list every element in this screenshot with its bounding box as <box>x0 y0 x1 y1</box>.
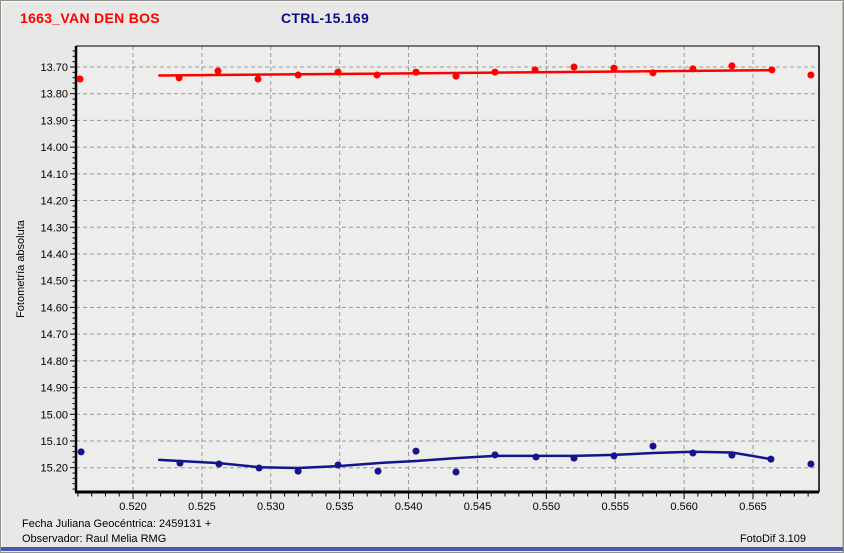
svg-text:15.20: 15.20 <box>40 463 68 475</box>
svg-text:14.50: 14.50 <box>40 276 68 288</box>
svg-text:0.545: 0.545 <box>464 501 492 513</box>
object-title: 1663_VAN DEN BOS <box>20 10 160 26</box>
axes-frame <box>74 45 820 494</box>
svg-text:13.80: 13.80 <box>40 89 68 101</box>
svg-text:0.535: 0.535 <box>326 501 354 513</box>
control-star-title: CTRL-15.169 <box>281 10 370 26</box>
svg-text:13.70: 13.70 <box>40 62 68 74</box>
svg-text:0.555: 0.555 <box>601 501 629 513</box>
svg-text:14.60: 14.60 <box>40 302 68 314</box>
svg-text:0.525: 0.525 <box>188 501 216 513</box>
observer-label: Observador: Raul Melia RMG <box>22 533 167 545</box>
svg-text:14.00: 14.00 <box>40 142 68 154</box>
svg-text:0.520: 0.520 <box>119 501 147 513</box>
svg-text:0.560: 0.560 <box>670 501 698 513</box>
svg-text:0.550: 0.550 <box>533 501 561 513</box>
bottom-accent-bar <box>1 547 843 551</box>
svg-text:14.40: 14.40 <box>40 249 68 261</box>
svg-text:14.90: 14.90 <box>40 383 68 395</box>
app-version-label: FotoDif 3.109 <box>739 533 806 545</box>
x-axis: 0.520 0.525 0.530 0.535 0.540 0.545 0.550 0.555… <box>77 493 809 513</box>
svg-text:14.80: 14.80 <box>40 356 68 368</box>
series-target-1663-van-den-bos <box>76 62 815 83</box>
svg-text:0.530: 0.530 <box>257 501 285 513</box>
svg-text:14.10: 14.10 <box>40 169 68 181</box>
y-axis: 13.70 13.80 13.90 14.00 14.10 14.20 14.30 14.40… <box>40 50 75 490</box>
svg-text:0.540: 0.540 <box>395 501 423 513</box>
series-control-ctrl-15-169 <box>77 442 815 476</box>
svg-text:14.70: 14.70 <box>40 329 68 341</box>
svg-text:14.30: 14.30 <box>40 222 68 234</box>
svg-text:15.00: 15.00 <box>40 409 68 421</box>
svg-text:0.565: 0.565 <box>739 501 767 513</box>
gridlines <box>76 46 819 492</box>
svg-text:15.10: 15.10 <box>40 436 68 448</box>
julian-date-label: Fecha Juliana Geocéntrica: 2459131 + <box>22 518 212 530</box>
svg-text:13.90: 13.90 <box>40 115 68 127</box>
svg-text:14.20: 14.20 <box>40 196 68 208</box>
plot-area <box>76 46 819 492</box>
y-axis-title: Fotometría absoluta <box>15 219 27 318</box>
